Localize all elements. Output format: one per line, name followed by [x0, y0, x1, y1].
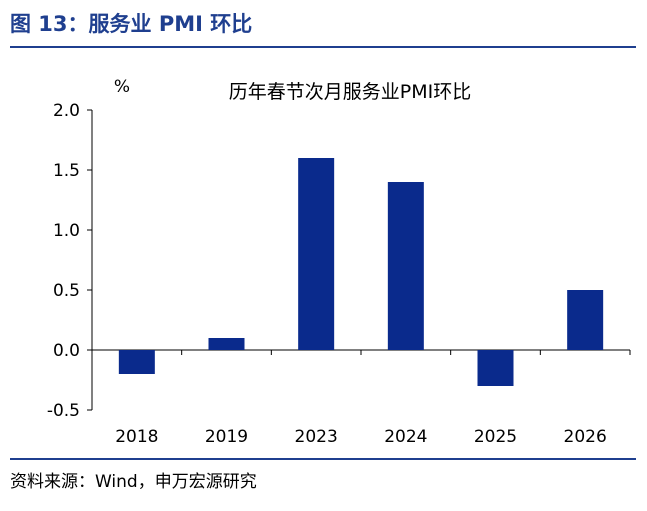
bar-2024 [387, 182, 424, 350]
x-tick-label: 2025 [474, 427, 517, 447]
bars [118, 158, 604, 386]
y-tick-label: -0.5 [47, 401, 80, 421]
y-tick-label: 2.0 [53, 101, 80, 121]
y-tick-label: 1.5 [53, 161, 80, 181]
bar-chart: 历年春节次月服务业PMI环比 % -0.5 0.0 0.5 1.0 1.5 2.0 201… [47, 77, 631, 447]
bar-2019 [208, 338, 245, 350]
y-tick-label: 1.0 [53, 221, 80, 241]
title-divider [10, 46, 636, 48]
figure-title: 图 13：服务业 PMI 环比 [10, 12, 253, 36]
x-tick-label: 2018 [115, 427, 158, 447]
y-axis-ticks: -0.5 0.0 0.5 1.0 1.5 2.0 [47, 101, 92, 421]
bar-2025 [477, 350, 514, 386]
x-tick-label: 2024 [384, 427, 427, 447]
x-tick-label: 2019 [205, 427, 248, 447]
y-axis-unit-label: % [114, 77, 130, 97]
x-axis-labels: 2018 2019 2023 2024 2025 2026 [115, 350, 631, 447]
source-divider [10, 458, 636, 460]
x-tick-label: 2023 [295, 427, 338, 447]
chart-title: 历年春节次月服务业PMI环比 [229, 81, 471, 103]
y-tick-label: 0.5 [53, 281, 80, 301]
source-note: 资料来源：Wind，申万宏源研究 [10, 472, 257, 492]
y-tick-label: 0.0 [53, 341, 80, 361]
x-tick-label: 2026 [564, 427, 607, 447]
bar-2023 [298, 158, 335, 350]
bar-2026 [567, 290, 604, 350]
bar-2018 [118, 350, 155, 374]
